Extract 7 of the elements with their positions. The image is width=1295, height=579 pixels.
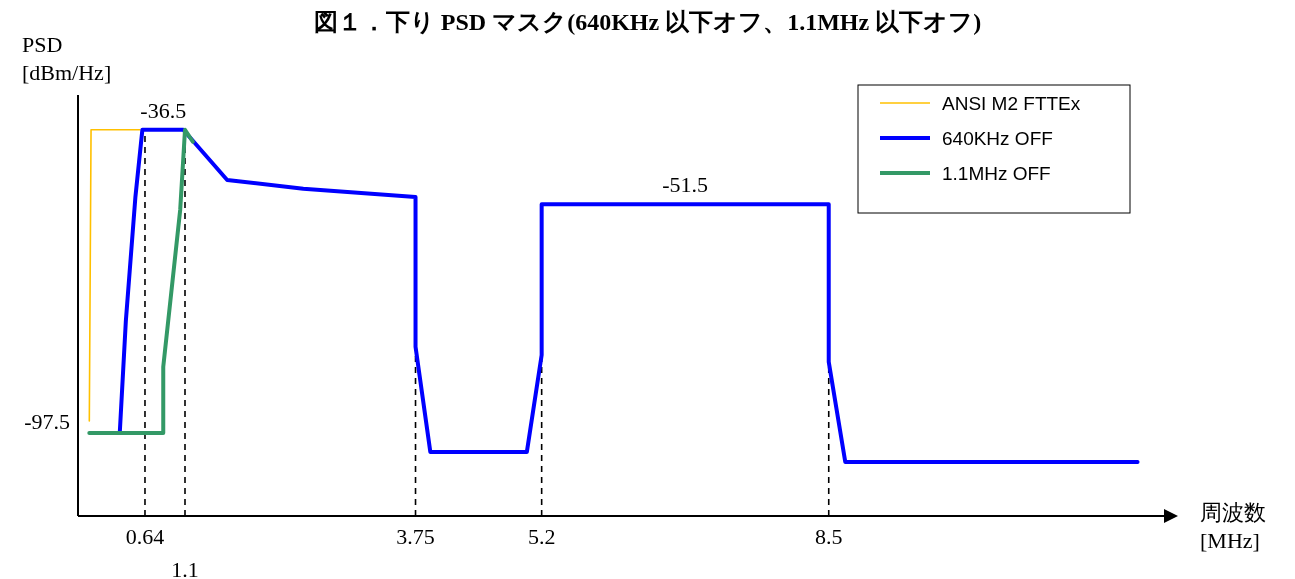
annotation: -97.5 (24, 408, 70, 434)
ylabel: PSD [dBm/Hz] (22, 32, 112, 85)
xlabel: 周波数 [MHz] (1200, 500, 1266, 553)
title: 図１．下り PSD マスク(640KHz 以下オフ、1.1MHz 以下オフ) (313, 9, 982, 35)
annotation: -36.5 (140, 97, 187, 123)
annotation: 1.1 (171, 557, 199, 579)
annotation: -51.5 (662, 172, 709, 198)
